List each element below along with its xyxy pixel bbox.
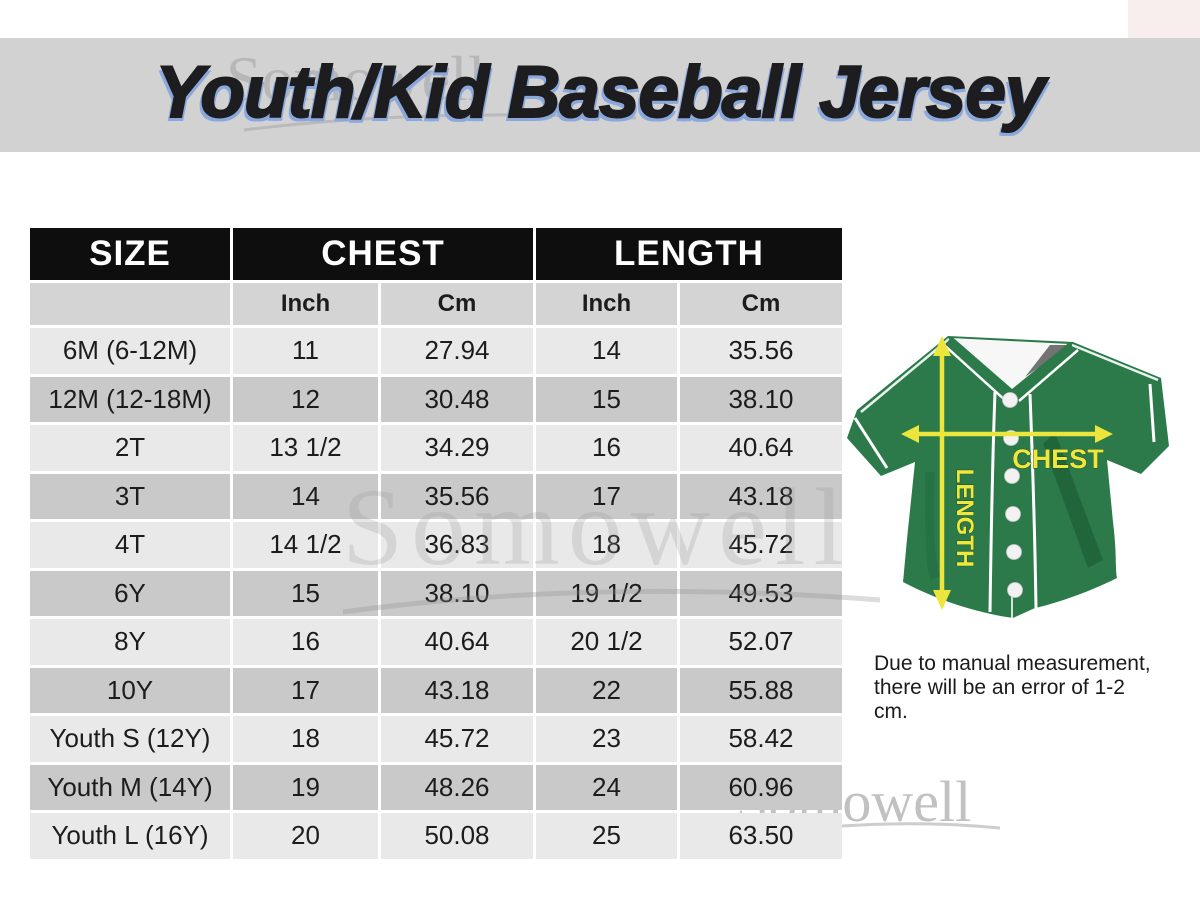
collar-band-right <box>1010 342 1075 398</box>
jersey-illustration: CHEST LENGTH <box>845 322 1175 637</box>
size-value: 45.72 <box>381 716 533 762</box>
subheader-length-cm: Cm <box>680 283 842 325</box>
size-label: 4T <box>30 522 230 568</box>
size-value: 36.83 <box>381 522 533 568</box>
size-label: 2T <box>30 425 230 471</box>
size-value: 38.10 <box>680 376 842 422</box>
size-label: 10Y <box>30 667 230 713</box>
size-value: 27.94 <box>381 328 533 374</box>
size-label: 12M (12-18M) <box>30 376 230 422</box>
size-value: 14 1/2 <box>233 522 378 568</box>
placket-line-left <box>988 391 997 613</box>
collar-opening <box>951 338 1070 390</box>
size-label: Youth L (16Y) <box>30 813 230 859</box>
size-value: 17 <box>233 667 378 713</box>
jersey-shadow-left <box>925 472 940 580</box>
size-value: 23 <box>536 716 677 762</box>
size-value: 35.56 <box>680 328 842 374</box>
corner-tint <box>1128 0 1200 38</box>
size-value: 13 1/2 <box>233 425 378 471</box>
size-value: 43.18 <box>381 667 533 713</box>
jersey-shadow <box>1043 432 1103 568</box>
page-title: Youth/Kid Baseball Jersey <box>154 51 1046 134</box>
size-label: 6M (6-12M) <box>30 328 230 374</box>
jersey-buttons <box>1002 392 1023 598</box>
measurement-note: Due to manual measurement, there will be… <box>874 652 1154 724</box>
size-value: 43.18 <box>680 473 842 519</box>
subheader-chest-cm: Cm <box>381 283 533 325</box>
size-value: 20 1/2 <box>536 619 677 665</box>
size-label: 3T <box>30 473 230 519</box>
raglan-seam-left <box>860 338 950 413</box>
collar-piping-left <box>942 343 1007 402</box>
size-value: 15 <box>233 570 378 616</box>
header-size: SIZE <box>30 228 230 280</box>
size-value: 45.72 <box>680 522 842 568</box>
header-length: LENGTH <box>536 228 842 280</box>
size-label: 8Y <box>30 619 230 665</box>
size-value: 55.88 <box>680 667 842 713</box>
measurement-note-line2: there will be an error of 1-2 cm. <box>874 676 1125 723</box>
size-value: 17 <box>536 473 677 519</box>
measurement-note-line1: Due to manual measurement, <box>874 652 1151 675</box>
size-value: 11 <box>233 328 378 374</box>
size-label: 6Y <box>30 570 230 616</box>
size-value: 22 <box>536 667 677 713</box>
size-value: 40.64 <box>680 425 842 471</box>
placket-line-right <box>1028 393 1038 609</box>
chest-arrow <box>901 425 1113 443</box>
size-value: 25 <box>536 813 677 859</box>
size-value: 50.08 <box>381 813 533 859</box>
size-value: 34.29 <box>381 425 533 471</box>
subheader-length-inch: Inch <box>536 283 677 325</box>
size-value: 30.48 <box>381 376 533 422</box>
size-value: 15 <box>536 376 677 422</box>
size-value: 16 <box>233 619 378 665</box>
subheader-blank <box>30 283 230 325</box>
size-label: Youth M (14Y) <box>30 764 230 810</box>
size-value: 60.96 <box>680 764 842 810</box>
title-banner: Youth/Kid Baseball Jersey <box>0 38 1200 152</box>
subheader-chest-inch: Inch <box>233 283 378 325</box>
size-value: 16 <box>536 425 677 471</box>
size-label: Youth S (12Y) <box>30 716 230 762</box>
size-table: SIZE CHEST LENGTH Inch Cm Inch Cm 6M (6-… <box>30 228 842 859</box>
size-value: 20 <box>233 813 378 859</box>
raglan-seam-right <box>1071 343 1159 382</box>
jersey-diagram-svg: CHEST LENGTH <box>847 336 1169 618</box>
size-value: 18 <box>536 522 677 568</box>
sleeve-stripe-right <box>1148 383 1156 443</box>
size-value: 19 <box>233 764 378 810</box>
size-value: 24 <box>536 764 677 810</box>
header-chest: CHEST <box>233 228 533 280</box>
size-value: 18 <box>233 716 378 762</box>
size-value: 58.42 <box>680 716 842 762</box>
sleeve-stripe-left <box>853 417 889 469</box>
size-value: 49.53 <box>680 570 842 616</box>
chest-label: CHEST <box>1012 444 1104 474</box>
size-value: 48.26 <box>381 764 533 810</box>
size-value: 12 <box>233 376 378 422</box>
size-value: 19 1/2 <box>536 570 677 616</box>
size-value: 40.64 <box>381 619 533 665</box>
size-value: 38.10 <box>381 570 533 616</box>
collar-piping-right <box>1018 349 1079 402</box>
size-value: 35.56 <box>381 473 533 519</box>
size-value: 14 <box>536 328 677 374</box>
size-value: 63.50 <box>680 813 842 859</box>
length-arrow <box>933 336 951 610</box>
size-value: 52.07 <box>680 619 842 665</box>
length-label: LENGTH <box>951 469 978 568</box>
collar-band-left <box>946 336 1014 398</box>
size-value: 14 <box>233 473 378 519</box>
